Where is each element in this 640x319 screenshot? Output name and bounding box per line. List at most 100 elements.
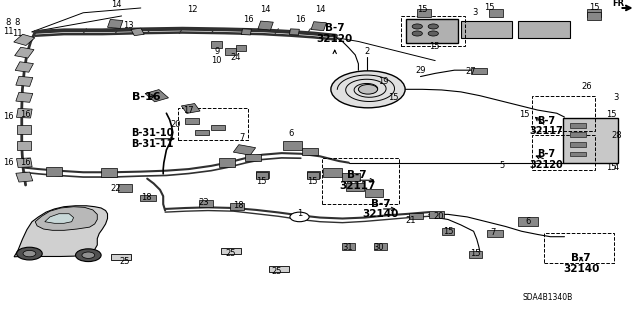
FancyBboxPatch shape <box>16 172 33 182</box>
FancyBboxPatch shape <box>17 108 32 118</box>
Text: 8: 8 <box>15 18 20 27</box>
Bar <box>269 266 289 272</box>
Text: 25: 25 <box>225 249 236 258</box>
Text: B-31-10
B-31-11: B-31-10 B-31-11 <box>131 128 173 149</box>
Circle shape <box>412 31 422 36</box>
FancyBboxPatch shape <box>195 130 209 135</box>
FancyBboxPatch shape <box>307 171 320 178</box>
Text: B-7
32140: B-7 32140 <box>563 253 599 274</box>
Text: 30: 30 <box>374 243 384 252</box>
Text: B-7
32117: B-7 32117 <box>339 170 375 191</box>
Text: 3: 3 <box>614 93 619 102</box>
Text: 16: 16 <box>296 15 306 24</box>
FancyBboxPatch shape <box>471 68 487 74</box>
FancyBboxPatch shape <box>211 125 225 130</box>
Bar <box>570 132 586 137</box>
Text: 23: 23 <box>198 198 209 207</box>
FancyBboxPatch shape <box>101 168 116 177</box>
FancyBboxPatch shape <box>181 103 200 114</box>
Text: 16: 16 <box>3 158 13 167</box>
Circle shape <box>412 24 422 29</box>
Text: 14: 14 <box>111 0 122 9</box>
Text: 16: 16 <box>20 110 30 119</box>
FancyBboxPatch shape <box>342 173 360 181</box>
Text: 24: 24 <box>230 53 241 62</box>
Bar <box>111 254 131 260</box>
Text: 16: 16 <box>243 15 253 24</box>
FancyBboxPatch shape <box>311 22 326 31</box>
FancyBboxPatch shape <box>17 141 31 150</box>
FancyBboxPatch shape <box>323 168 342 177</box>
Circle shape <box>428 24 438 29</box>
FancyBboxPatch shape <box>365 189 383 197</box>
Text: 7: 7 <box>239 133 244 142</box>
Text: 15: 15 <box>484 4 495 12</box>
FancyBboxPatch shape <box>283 141 302 150</box>
Text: B-16: B-16 <box>132 92 160 102</box>
Text: 26: 26 <box>581 82 591 91</box>
Bar <box>532 135 595 170</box>
FancyBboxPatch shape <box>417 10 431 17</box>
Circle shape <box>17 247 42 260</box>
Text: 16: 16 <box>20 158 30 167</box>
Polygon shape <box>35 207 97 230</box>
FancyBboxPatch shape <box>342 243 355 250</box>
Text: 1: 1 <box>297 209 302 218</box>
FancyBboxPatch shape <box>185 118 199 124</box>
Bar <box>221 248 241 254</box>
FancyBboxPatch shape <box>487 230 503 237</box>
FancyBboxPatch shape <box>587 12 601 20</box>
Bar <box>544 233 614 263</box>
Bar <box>322 158 399 204</box>
Text: 13: 13 <box>123 21 133 30</box>
Circle shape <box>428 31 438 36</box>
Text: 14: 14 <box>260 5 271 14</box>
Text: 17: 17 <box>184 106 194 115</box>
FancyBboxPatch shape <box>256 171 269 178</box>
Text: 22: 22 <box>110 184 120 193</box>
Text: 20: 20 <box>434 212 444 221</box>
Text: 19: 19 <box>378 77 388 86</box>
Text: 27: 27 <box>466 67 476 76</box>
Text: 31: 31 <box>342 243 353 252</box>
FancyBboxPatch shape <box>429 211 444 218</box>
Text: 6: 6 <box>525 217 531 226</box>
Text: 9: 9 <box>215 47 220 56</box>
Text: SDA4B1340B: SDA4B1340B <box>522 293 572 302</box>
Text: 10: 10 <box>211 56 221 65</box>
FancyBboxPatch shape <box>15 62 33 72</box>
Text: 15: 15 <box>417 5 428 14</box>
Text: 15: 15 <box>470 249 480 258</box>
Text: 18: 18 <box>141 193 151 202</box>
Text: 28: 28 <box>611 131 621 140</box>
FancyBboxPatch shape <box>442 228 454 235</box>
Text: B-7
32140: B-7 32140 <box>363 198 399 219</box>
FancyBboxPatch shape <box>234 145 255 155</box>
FancyBboxPatch shape <box>118 184 132 192</box>
FancyBboxPatch shape <box>225 48 236 55</box>
Text: 15: 15 <box>520 110 530 119</box>
FancyBboxPatch shape <box>518 217 538 226</box>
FancyBboxPatch shape <box>302 148 319 155</box>
Bar <box>406 19 458 43</box>
FancyBboxPatch shape <box>374 243 387 250</box>
FancyBboxPatch shape <box>489 10 503 17</box>
Circle shape <box>23 250 36 257</box>
FancyBboxPatch shape <box>16 92 33 102</box>
Text: 6: 6 <box>289 130 294 138</box>
FancyBboxPatch shape <box>258 21 273 30</box>
Bar <box>178 108 248 140</box>
Text: 3: 3 <box>472 8 477 17</box>
FancyBboxPatch shape <box>289 29 300 35</box>
Bar <box>570 152 586 156</box>
FancyBboxPatch shape <box>131 28 144 36</box>
Text: 12: 12 <box>187 5 197 14</box>
Text: 15: 15 <box>256 177 266 186</box>
Text: B-7
32120: B-7 32120 <box>529 149 563 170</box>
Text: 15: 15 <box>388 93 398 102</box>
Text: 16: 16 <box>3 112 13 121</box>
Text: 15: 15 <box>307 177 317 186</box>
Text: 15: 15 <box>429 42 439 51</box>
FancyBboxPatch shape <box>15 47 34 58</box>
FancyBboxPatch shape <box>145 90 168 102</box>
